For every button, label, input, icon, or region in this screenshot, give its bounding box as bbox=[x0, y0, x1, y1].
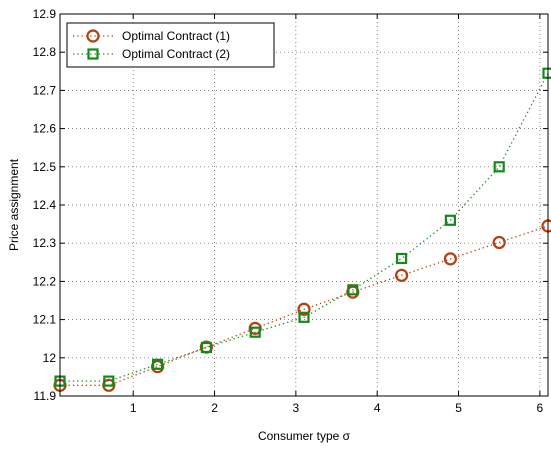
legend-label: Optimal Contract (1) bbox=[122, 29, 230, 43]
x-tick-label: 4 bbox=[374, 401, 381, 415]
x-tick-label: 3 bbox=[293, 401, 300, 415]
legend-item: Optimal Contract (1) bbox=[73, 29, 230, 43]
y-tick-label: 12.8 bbox=[33, 45, 57, 59]
data-point bbox=[298, 311, 310, 323]
series-line bbox=[60, 225, 549, 386]
data-point bbox=[103, 375, 115, 387]
data-point bbox=[396, 252, 408, 265]
tick-marks bbox=[60, 13, 548, 397]
data-point bbox=[493, 161, 505, 173]
legend-box bbox=[66, 22, 275, 68]
data-point bbox=[444, 214, 456, 226]
legend-marker bbox=[86, 29, 100, 43]
y-axis-label: Price assignment bbox=[7, 158, 21, 251]
series-line bbox=[60, 72, 549, 382]
plot-frame bbox=[59, 13, 549, 397]
data-point bbox=[347, 284, 359, 296]
data-point bbox=[492, 235, 506, 250]
y-tick-label: 12.9 bbox=[33, 7, 57, 21]
y-tick-label: 12.4 bbox=[33, 198, 57, 212]
x-axis-label: Consumer type σ bbox=[258, 429, 351, 443]
x-tick-label: 6 bbox=[537, 401, 544, 415]
series-1 bbox=[53, 219, 551, 392]
legend: Optimal Contract (1) Optimal Contract (2) bbox=[66, 22, 275, 68]
data-point bbox=[200, 341, 212, 354]
data-point bbox=[152, 358, 164, 370]
data-point bbox=[443, 252, 457, 266]
grid bbox=[60, 14, 548, 396]
y-tick-label: 12 bbox=[43, 351, 57, 365]
series-2 bbox=[54, 67, 551, 387]
tick-labels: 1 2 3 4 5 611.91212.112.212.312.412.512.612.7… bbox=[33, 7, 544, 415]
data-point bbox=[249, 326, 261, 338]
data-point bbox=[542, 67, 551, 79]
x-tick-label: 1 bbox=[130, 401, 137, 415]
y-tick-label: 12.3 bbox=[33, 236, 57, 250]
legend-item: Optimal Contract (2) bbox=[73, 47, 230, 61]
x-tick-label: 5 bbox=[455, 401, 462, 415]
y-tick-label: 12.5 bbox=[33, 160, 57, 174]
y-tick-label: 12.1 bbox=[33, 313, 57, 327]
y-tick-label: 12.2 bbox=[33, 274, 57, 288]
y-tick-label: 11.9 bbox=[34, 389, 57, 403]
x-tick-label: 2 bbox=[211, 401, 218, 415]
data-point bbox=[395, 268, 409, 282]
legend-marker bbox=[87, 48, 99, 60]
data-point bbox=[541, 219, 551, 233]
legend-label: Optimal Contract (2) bbox=[122, 47, 230, 61]
y-tick-label: 12.6 bbox=[33, 122, 57, 136]
series-layer bbox=[53, 67, 551, 392]
y-tick-label: 12.7 bbox=[33, 83, 57, 97]
data-point bbox=[297, 302, 311, 316]
